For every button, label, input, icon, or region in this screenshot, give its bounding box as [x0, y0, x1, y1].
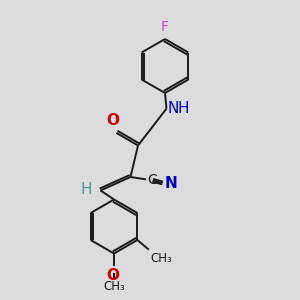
- Text: N: N: [167, 101, 179, 116]
- Text: O: O: [106, 113, 119, 128]
- Text: CH₃: CH₃: [150, 252, 172, 265]
- Text: H: H: [178, 101, 189, 116]
- Text: H: H: [81, 182, 92, 196]
- Text: CH₃: CH₃: [103, 280, 125, 293]
- Text: N: N: [165, 176, 178, 191]
- Text: C: C: [148, 173, 157, 187]
- Text: O: O: [106, 268, 119, 284]
- Text: F: F: [161, 20, 169, 34]
